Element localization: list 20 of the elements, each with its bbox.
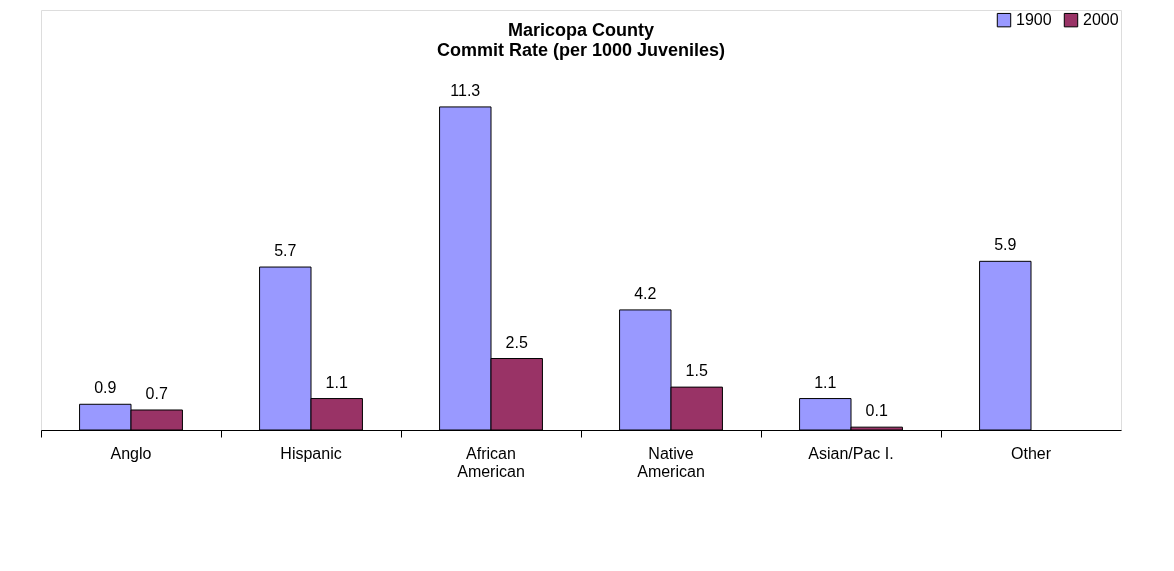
legend-label: 2000	[1083, 11, 1119, 29]
data-label: 1.1	[325, 373, 348, 391]
data-label: 0.7	[145, 384, 168, 402]
data-label: 1.1	[814, 373, 837, 391]
data-label: 0.9	[94, 379, 117, 397]
data-label: 0.1	[865, 402, 888, 420]
x-tick-label: African American	[457, 444, 525, 480]
legend-label: 1900	[1016, 11, 1052, 29]
x-tick-label: Native American	[637, 444, 705, 480]
x-tick-label: Asian/Pac I.	[808, 444, 894, 462]
x-tick-label: Anglo	[110, 444, 152, 462]
x-tick-label: Other	[1010, 444, 1052, 462]
data-label: 11.3	[450, 81, 481, 99]
data-label: 5.7	[274, 242, 297, 260]
data-label: 4.2	[634, 284, 657, 302]
chart-title: Maricopa County Commit Rate (per 1000 Juveniles)	[436, 20, 726, 60]
x-tick-label: Hispanic	[280, 444, 342, 462]
data-label: 2.5	[505, 333, 528, 351]
data-label: 5.9	[994, 236, 1017, 254]
data-label: 1.5	[685, 362, 708, 380]
